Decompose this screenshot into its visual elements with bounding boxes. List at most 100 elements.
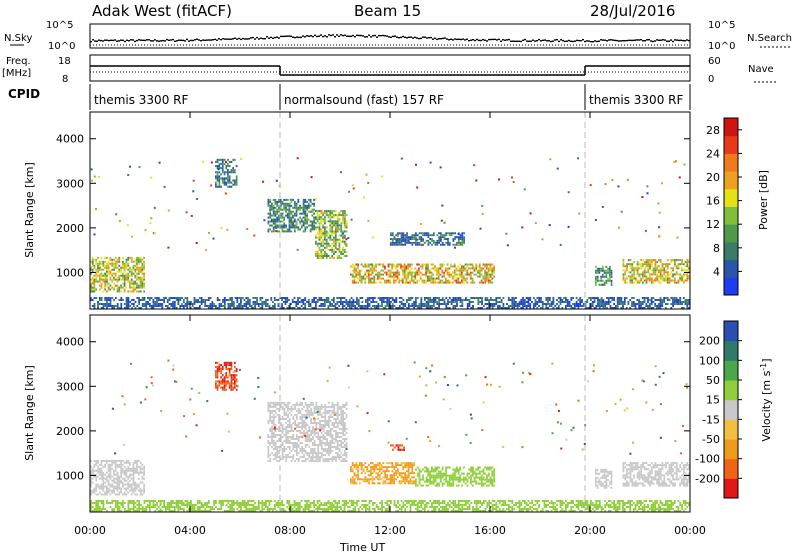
- heatmap-cell: [218, 368, 221, 371]
- heatmap-cell: [100, 286, 103, 289]
- heatmap-cell: [365, 299, 367, 301]
- heatmap-cell: [309, 200, 312, 203]
- heatmap-cell: [303, 416, 305, 418]
- heatmap-cell: [318, 297, 321, 299]
- heatmap-cell: [139, 471, 142, 474]
- heatmap-cell: [636, 263, 639, 266]
- heatmap-cell: [109, 465, 112, 468]
- heatmap-cell: [297, 226, 300, 229]
- heatmap-cell: [114, 461, 117, 464]
- heatmap-cell: [120, 463, 122, 466]
- noise-sample: [110, 39, 112, 41]
- heatmap-cell: [646, 192, 649, 195]
- heatmap-cell: [172, 301, 174, 303]
- heatmap-cell: [200, 301, 203, 303]
- heatmap-cell: [502, 305, 505, 307]
- heatmap-cell: [130, 469, 133, 472]
- heatmap-cell: [421, 281, 424, 284]
- heatmap-cell: [132, 483, 135, 486]
- heatmap-cell: [143, 284, 145, 287]
- colorbar-segment: [724, 188, 738, 207]
- heatmap-cell: [489, 265, 492, 268]
- heatmap-cell: [441, 281, 444, 284]
- heatmap-cell: [627, 259, 630, 262]
- heatmap-cell: [385, 271, 388, 274]
- heatmap-cell: [607, 279, 609, 282]
- heatmap-cell: [267, 456, 270, 459]
- heatmap-cell: [91, 290, 94, 293]
- heatmap-cell: [248, 303, 251, 305]
- noise-sample: [372, 35, 374, 37]
- heatmap-cell: [132, 268, 135, 271]
- heatmap-cell: [411, 234, 414, 237]
- noise-sample: [176, 40, 178, 42]
- noise-sample: [360, 34, 362, 37]
- heatmap-cell: [317, 448, 320, 450]
- heatmap-cell: [134, 459, 137, 462]
- heatmap-cell: [641, 297, 644, 299]
- heatmap-cell: [285, 434, 288, 436]
- heatmap-cell: [271, 401, 273, 404]
- noise-sample: [126, 39, 128, 41]
- heatmap-cell: [466, 303, 469, 305]
- heatmap-cell: [436, 307, 439, 309]
- heatmap-cell: [113, 286, 115, 289]
- heatmap-cell: [398, 297, 401, 299]
- heatmap-cell: [116, 270, 119, 273]
- heatmap-cell: [163, 297, 165, 299]
- heatmap-cell: [138, 307, 140, 309]
- heatmap-cell: [168, 307, 171, 309]
- heatmap-cell: [335, 438, 337, 440]
- heatmap-cell: [120, 299, 123, 301]
- heatmap-cell: [279, 418, 282, 420]
- heatmap-cell: [156, 301, 158, 303]
- heatmap-cell: [331, 458, 334, 461]
- heatmap-cell: [102, 489, 105, 492]
- heatmap-cell: [269, 458, 272, 461]
- noise-sample: [294, 36, 296, 39]
- heatmap-cell: [95, 493, 98, 496]
- heatmap-cell: [427, 279, 429, 282]
- heatmap-cell: [136, 465, 138, 468]
- heatmap-cell: [278, 446, 280, 448]
- heatmap-cell: [303, 413, 305, 416]
- heatmap-cell: [351, 184, 354, 187]
- heatmap-cell: [461, 238, 464, 240]
- heatmap-cell: [121, 276, 124, 279]
- heatmap-cell: [286, 214, 289, 217]
- heatmap-cell: [109, 258, 112, 261]
- heatmap-cell: [382, 307, 385, 309]
- noise-sample: [96, 40, 98, 42]
- heatmap-cell: [348, 301, 351, 303]
- heatmap-cell: [313, 221, 316, 224]
- heatmap-cell: [297, 436, 300, 438]
- noise-sample: [220, 38, 222, 41]
- heatmap-cell: [563, 297, 565, 299]
- heatmap-cell: [118, 286, 121, 289]
- heatmap-cell: [347, 237, 350, 239]
- noise-sample: [562, 39, 564, 42]
- heatmap-cell: [295, 214, 298, 217]
- heatmap-cell: [129, 301, 132, 303]
- heatmap-cell: [241, 305, 244, 307]
- heatmap-cell: [278, 452, 280, 455]
- heatmap-cell: [276, 434, 279, 436]
- heatmap-cell: [241, 297, 244, 299]
- heatmap-cell: [216, 374, 219, 377]
- heatmap-cell: [427, 234, 430, 237]
- heatmap-cell: [340, 250, 343, 253]
- heatmap-cell: [478, 269, 481, 272]
- heatmap-cell: [575, 297, 578, 299]
- heatmap-cell: [278, 428, 280, 430]
- heatmap-cell: [686, 277, 689, 280]
- heatmap-cell: [466, 269, 469, 272]
- heatmap-cell: [306, 444, 309, 446]
- heatmap-cell: [675, 299, 678, 301]
- heatmap-cell: [570, 299, 573, 301]
- heatmap-cell: [423, 273, 426, 276]
- heatmap-cell: [425, 234, 428, 237]
- noise-sample: [366, 36, 368, 38]
- heatmap-cell: [235, 175, 238, 178]
- heatmap-cell: [288, 202, 291, 205]
- heatmap-cell: [477, 301, 480, 303]
